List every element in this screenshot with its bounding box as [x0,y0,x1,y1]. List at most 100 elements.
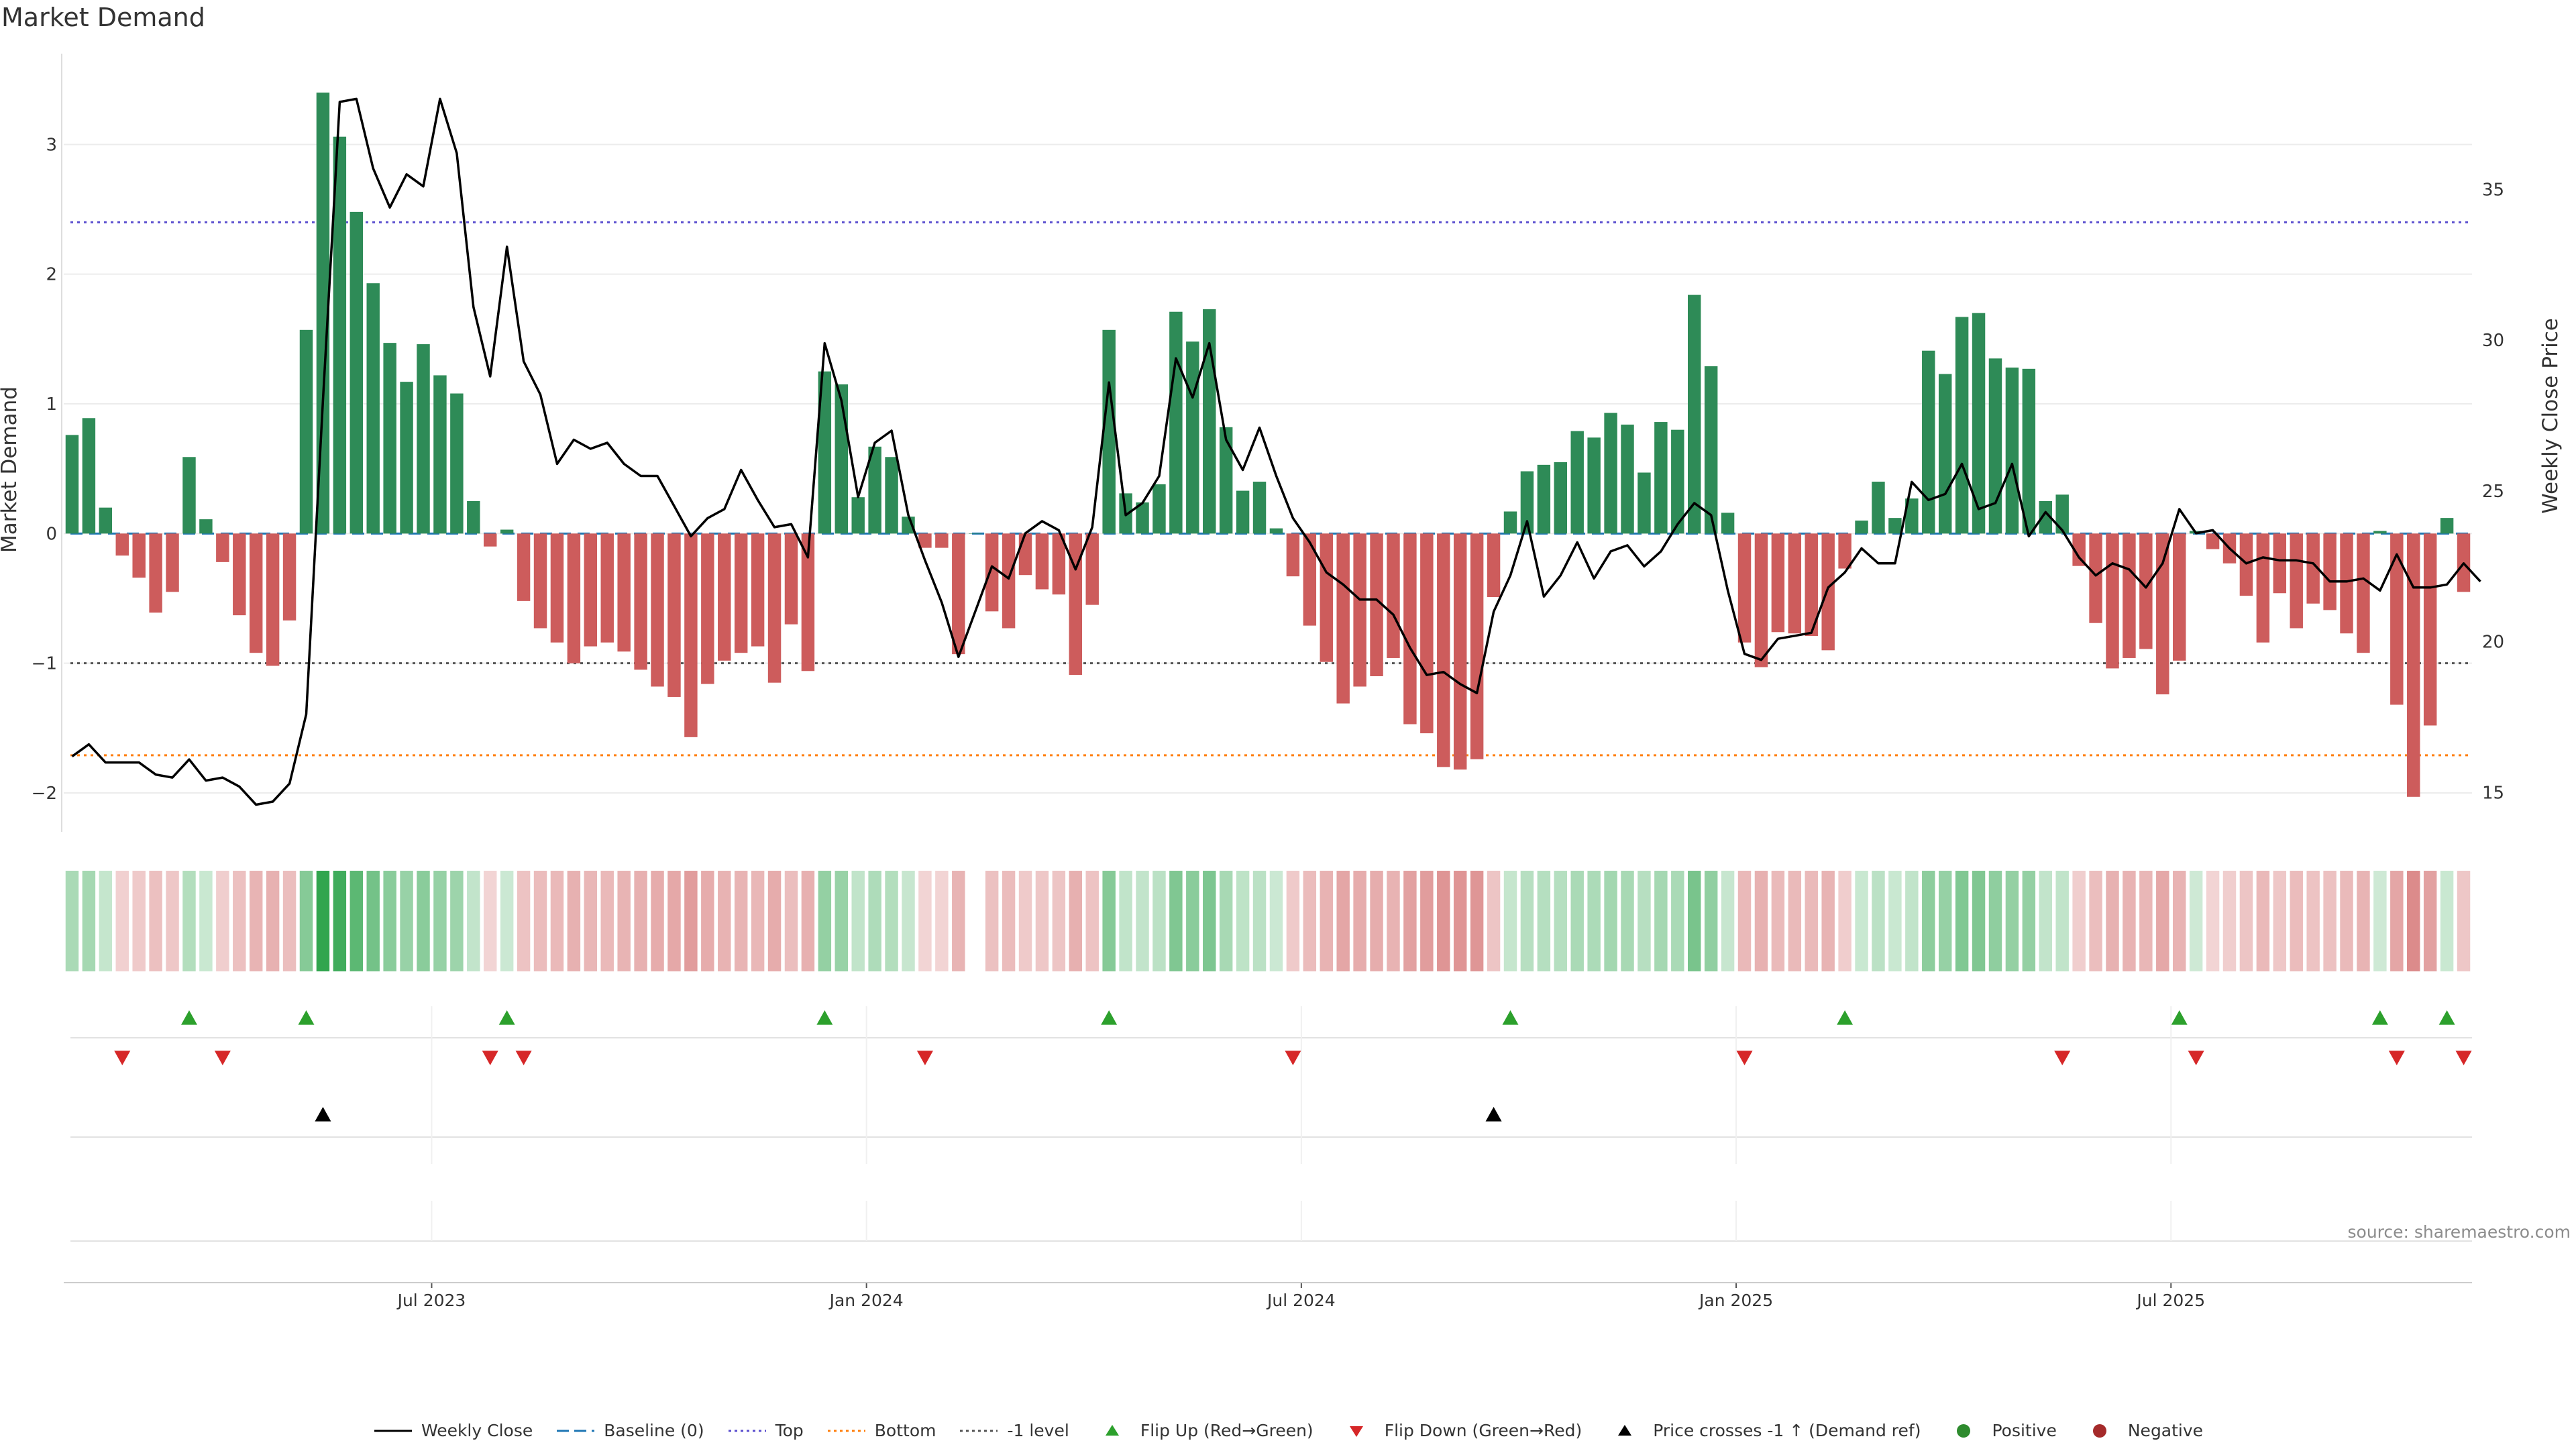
demand-bar [182,457,196,534]
heat-cell [1938,871,1952,971]
demand-bar [1621,424,1634,534]
heat-cell [584,871,598,971]
legend-item-negative[interactable]: Negative [2080,1421,2203,1440]
legend-item-price-cross[interactable]: Price crosses -1 ↑ (Demand ref) [1605,1421,1921,1440]
flip-down-marker [114,1051,131,1065]
y2-tick-label: 35 [2482,180,2504,200]
demand-bar [2273,533,2287,594]
legend-item-baseline[interactable]: Baseline (0) [555,1421,704,1440]
demand-bar [1604,413,1617,534]
demand-bar [316,93,330,534]
heat-cell [1252,871,1267,971]
heat-cell [1370,871,1383,971]
heat-cell [1855,871,1868,971]
flip-down-marker [515,1051,532,1065]
y-tick-label: −1 [32,654,57,674]
heat-cell [1219,871,1233,971]
demand-bar [784,533,798,625]
demand-bar [1972,313,1986,534]
heat-cell [2089,871,2102,971]
demand-bar [1855,521,1868,534]
demand-bar [2373,531,2387,534]
heat-cell [149,871,162,971]
demand-bar [1437,533,1450,767]
demand-bar [1152,484,1166,534]
demand-bar [533,533,547,629]
demand-bar [467,501,480,534]
baseline-swatch-icon [555,1422,596,1440]
demand-bar [600,533,614,643]
legend-item-bottom[interactable]: Bottom [826,1421,936,1440]
demand-bar [2072,533,2086,566]
heat-cell [500,871,514,971]
demand-bar [1688,294,1701,534]
demand-bar [2357,533,2370,653]
red-dot-icon [2080,1422,2120,1440]
legend-item-flip-up[interactable]: Flip Up (Red→Green) [1092,1421,1313,1440]
demand-bar [550,533,564,643]
heat-cell [734,871,748,971]
price-cross-marker [1485,1107,1502,1122]
demand-bar [2123,533,2136,658]
demand-bar [1102,329,1116,534]
demand-bar [1704,366,1718,534]
demand-bar [1052,533,1066,595]
heat-cell [1152,871,1166,971]
legend-item-minus1[interactable]: -1 level [959,1421,1069,1440]
legend-item-positive[interactable]: Positive [1943,1421,2057,1440]
demand-bar [132,533,146,578]
demand-bar [1570,431,1584,534]
heat-cell [1905,871,1919,971]
demand-bar [968,533,982,534]
legend-label: Flip Up (Red→Green) [1140,1421,1313,1440]
demand-bar [1805,533,1818,637]
green-dot-icon [1943,1422,1984,1440]
demand-bar [400,382,413,534]
heat-cell [1788,871,1802,971]
flip-up-marker [498,1010,515,1025]
y2-tick-label: 15 [2482,784,2504,804]
heat-cell [985,871,999,971]
demand-bar [1587,437,1601,534]
heat-cell [2005,871,2019,971]
demand-bar [701,533,714,684]
demand-bar [952,533,965,655]
heat-cell [400,871,413,971]
legend-item-flip-down[interactable]: Flip Down (Green→Red) [1336,1421,1582,1440]
demand-bar [2089,533,2102,623]
demand-bar [1955,317,1969,534]
page-title: Market Demand [1,3,205,32]
flip-down-marker [916,1051,933,1065]
demand-bar [450,393,464,534]
demand-bar [82,418,96,534]
y-tick-label: −2 [32,784,57,804]
heat-cell [2123,871,2136,971]
demand-bar [1169,311,1183,534]
demand-bar [433,375,447,534]
x-tick-label: Jul 2023 [396,1291,466,1310]
demand-bar [1336,533,1350,704]
demand-bar [1520,471,1534,534]
heat-cell [835,871,848,971]
demand-bar [350,211,364,534]
heat-cell [1537,871,1551,971]
heat-cell [1587,871,1601,971]
flip-down-marker [1736,1051,1753,1065]
demand-bar [1838,533,1851,569]
demand-bar [1821,533,1835,651]
heat-strip [65,871,2471,971]
heat-cell [366,871,380,971]
legend-item-top[interactable]: Top [727,1421,804,1440]
demand-bar [2423,533,2437,726]
demand-bar [65,435,79,534]
heat-cell [1136,871,1149,971]
demand-bar [1269,528,1283,534]
heat-cell [1236,871,1250,971]
demand-bar [985,533,999,612]
heat-cell [1671,871,1684,971]
demand-bar [115,533,129,556]
demand-bar [2022,368,2036,534]
flip-up-marker [816,1010,833,1025]
demand-bar [1252,482,1267,534]
legend-item-weekly-close[interactable]: Weekly Close [373,1421,533,1440]
